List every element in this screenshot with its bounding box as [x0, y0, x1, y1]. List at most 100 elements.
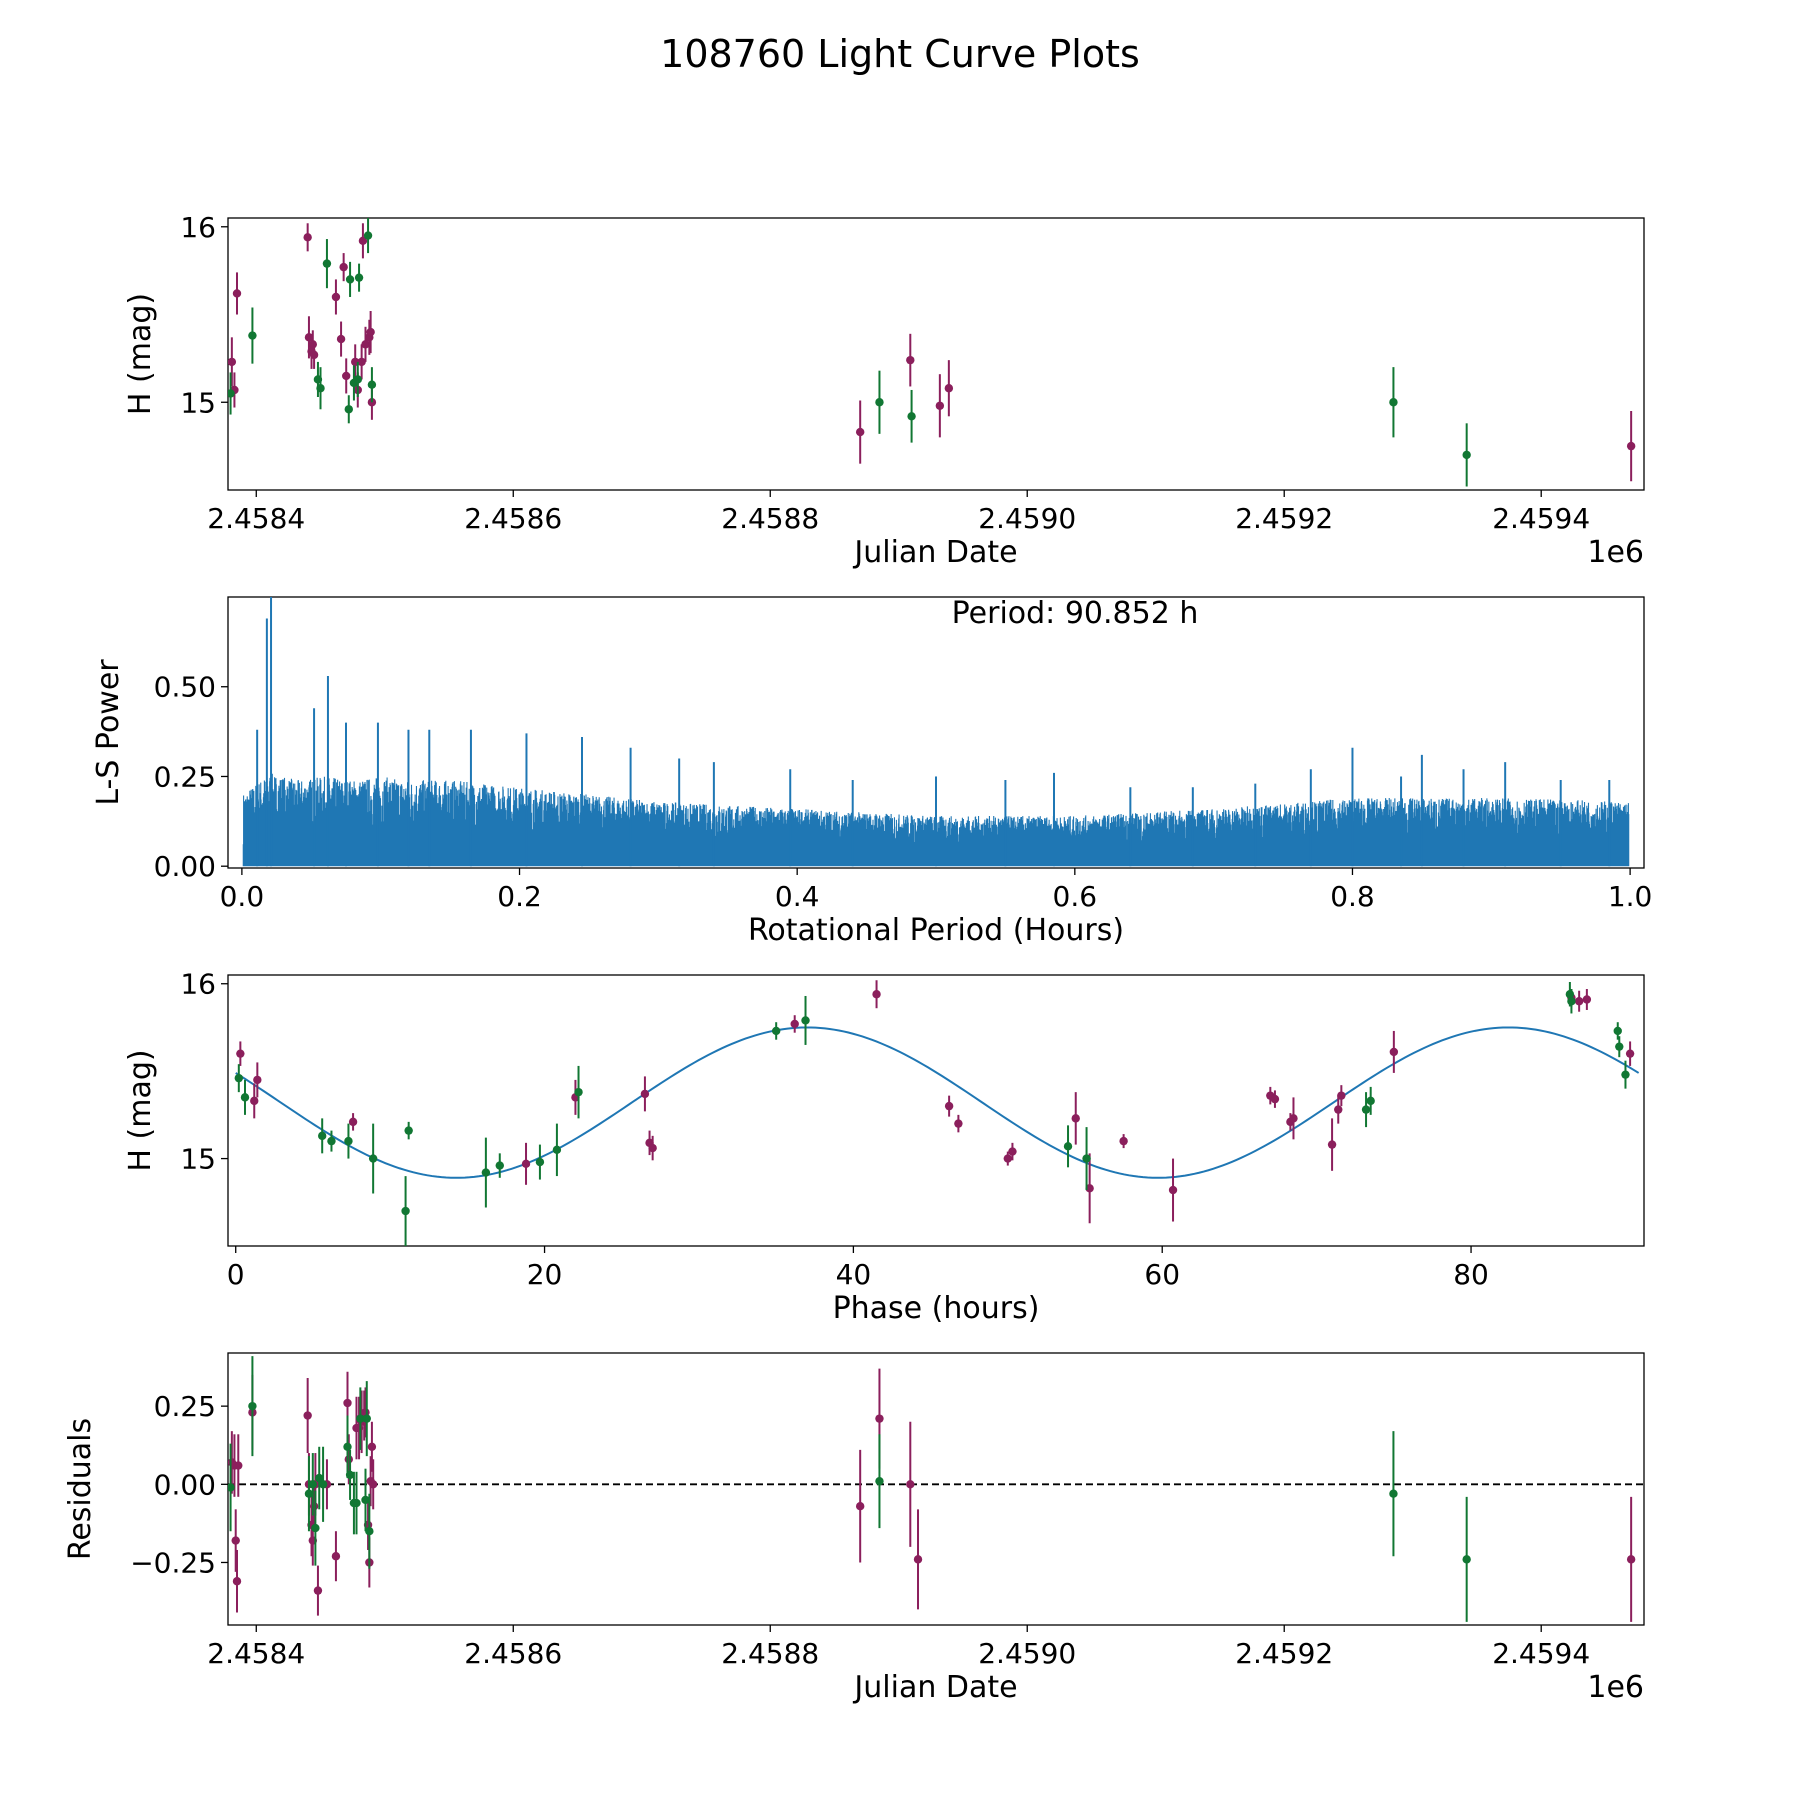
lightcurve-xtick-label: 2.4592	[1235, 502, 1333, 535]
residuals-point-magenta	[913, 1555, 923, 1564]
residuals-xtick-label: 2.4586	[464, 1637, 562, 1670]
lightcurve-point-magenta	[944, 384, 954, 393]
residuals-point-magenta	[1626, 1555, 1636, 1564]
residuals-point-magenta	[303, 1411, 312, 1420]
lightcurve-offset-label: 1e6	[1587, 535, 1644, 570]
lightcurve-point-green	[344, 405, 353, 414]
lightcurve-xlabel: Julian Date	[852, 535, 1017, 570]
panel-residuals: 2.4584 2.4586 2.4588 2.4590 2.4592 2.4594 −0.2…	[63, 1352, 1645, 1705]
phase-point-green	[1366, 1096, 1375, 1106]
periodogram-ytick-label: 0.25	[154, 760, 216, 793]
lightcurve-point-magenta	[366, 327, 375, 337]
phase-point-magenta	[1270, 1094, 1280, 1104]
lightcurve-point-magenta	[308, 340, 318, 349]
phase-point-magenta	[1334, 1105, 1343, 1114]
phase-point-green	[327, 1136, 336, 1146]
lightcurve-point-green	[316, 384, 325, 393]
phase-xtick-label: 60	[1144, 1258, 1180, 1291]
lightcurve-point-magenta	[331, 292, 341, 302]
phase-xtick-label: 40	[836, 1258, 872, 1291]
panel-lightcurve: 2.4584 2.4586 2.4588 2.4590 2.4592 2.4594 15 16…	[123, 211, 1645, 570]
phase-point-green	[1615, 1042, 1624, 1051]
phase-point-green	[1361, 1105, 1371, 1114]
residuals-point-green	[304, 1489, 314, 1498]
residuals-point-magenta	[875, 1414, 884, 1423]
residuals-point-green	[361, 1495, 370, 1505]
periodogram-xtick-label: 0.2	[497, 880, 542, 913]
periodogram-ytick-label: 0.00	[154, 850, 216, 883]
phase-point-magenta	[1582, 995, 1592, 1004]
phase-xlabel: Phase (hours)	[833, 1291, 1040, 1326]
residuals-point-green	[318, 1480, 328, 1489]
phase-point-green	[481, 1168, 491, 1177]
phase-point-green	[240, 1093, 250, 1102]
panel-phase: 0 20 40 60 80 15 16 Phase (hours) H (mag)	[123, 968, 1645, 1326]
lightcurve-point-magenta	[361, 340, 370, 349]
lightcurve-point-green	[875, 398, 884, 407]
periodogram-xlabel: Rotational Period (Hours)	[748, 913, 1124, 948]
phase-point-magenta	[1289, 1114, 1298, 1123]
phase-point-green	[368, 1154, 378, 1163]
phase-point-magenta	[1625, 1049, 1635, 1058]
lightcurve-point-green	[1389, 398, 1398, 407]
residuals-ytick-label: 0.25	[154, 1390, 216, 1423]
phase-point-green	[404, 1126, 413, 1135]
phase-point-magenta	[1071, 1114, 1080, 1123]
residuals-points	[228, 1356, 1636, 1622]
periodogram-line	[242, 773, 1630, 867]
residuals-ytick-label: 0.00	[154, 1468, 216, 1501]
residuals-point-magenta	[309, 1501, 319, 1511]
phase-point-magenta	[348, 1117, 358, 1127]
residuals-point-magenta	[231, 1536, 240, 1545]
phase-point-green	[495, 1161, 504, 1170]
residuals-point-green	[356, 1414, 365, 1423]
phase-point-green	[771, 1026, 781, 1036]
lightcurve-point-magenta	[232, 289, 242, 298]
residuals-point-magenta	[234, 1461, 243, 1470]
residuals-offset-label: 1e6	[1587, 1670, 1644, 1705]
residuals-xlabel: Julian Date	[852, 1670, 1017, 1705]
lightcurve-xtick-label: 2.4590	[978, 502, 1076, 535]
residuals-point-green	[315, 1473, 324, 1483]
residuals-point-green	[1462, 1555, 1471, 1564]
phase-point-magenta	[1389, 1047, 1399, 1057]
phase-point-magenta	[1574, 997, 1584, 1006]
phase-point-magenta	[236, 1049, 245, 1058]
phase-point-magenta	[1003, 1154, 1013, 1163]
lightcurve-point-green	[353, 375, 362, 384]
lightcurve-xtick-label: 2.4588	[721, 502, 819, 535]
lightcurve-point-magenta	[309, 350, 319, 360]
lightcurve-ytick-label: 15	[180, 386, 216, 419]
residuals-point-green	[311, 1523, 320, 1533]
residuals-ylabel: Residuals	[63, 1418, 98, 1560]
residuals-point-green	[345, 1470, 355, 1480]
lightcurve-point-green	[907, 412, 916, 421]
lightcurve-xtick-label: 2.4584	[207, 502, 305, 535]
lightcurve-xtick-label: 2.4586	[464, 502, 562, 535]
phase-point-green	[1565, 990, 1575, 999]
phase-point-magenta	[954, 1119, 963, 1128]
residuals-point-green	[1389, 1489, 1398, 1498]
residuals-point-green	[362, 1414, 371, 1423]
periodogram-xtick-label: 0.4	[775, 880, 820, 913]
residuals-point-green	[365, 1527, 374, 1536]
residuals-point-magenta	[368, 1480, 378, 1489]
lightcurve-point-magenta	[855, 427, 865, 437]
residuals-xtick-label: 2.4592	[1235, 1637, 1333, 1670]
periodogram-frame	[227, 596, 1645, 869]
phase-point-magenta	[1337, 1091, 1346, 1100]
residuals-xtick-label: 2.4584	[207, 1637, 305, 1670]
phase-point-green	[1063, 1142, 1073, 1151]
residuals-point-green	[228, 1483, 235, 1492]
lightcurve-point-green	[1462, 450, 1471, 460]
phase-ylabel: H (mag)	[123, 1049, 158, 1171]
residuals-xtick-label: 2.4594	[1492, 1637, 1590, 1670]
residuals-point-magenta	[331, 1552, 341, 1561]
lightcurve-point-green	[248, 331, 257, 340]
phase-fit-group	[235, 1026, 1640, 1179]
phase-point-magenta	[1168, 1185, 1178, 1195]
periodogram-xtick-label: 0.0	[220, 880, 265, 913]
periodogram-series	[242, 597, 1630, 867]
residuals-point-green	[308, 1480, 318, 1489]
